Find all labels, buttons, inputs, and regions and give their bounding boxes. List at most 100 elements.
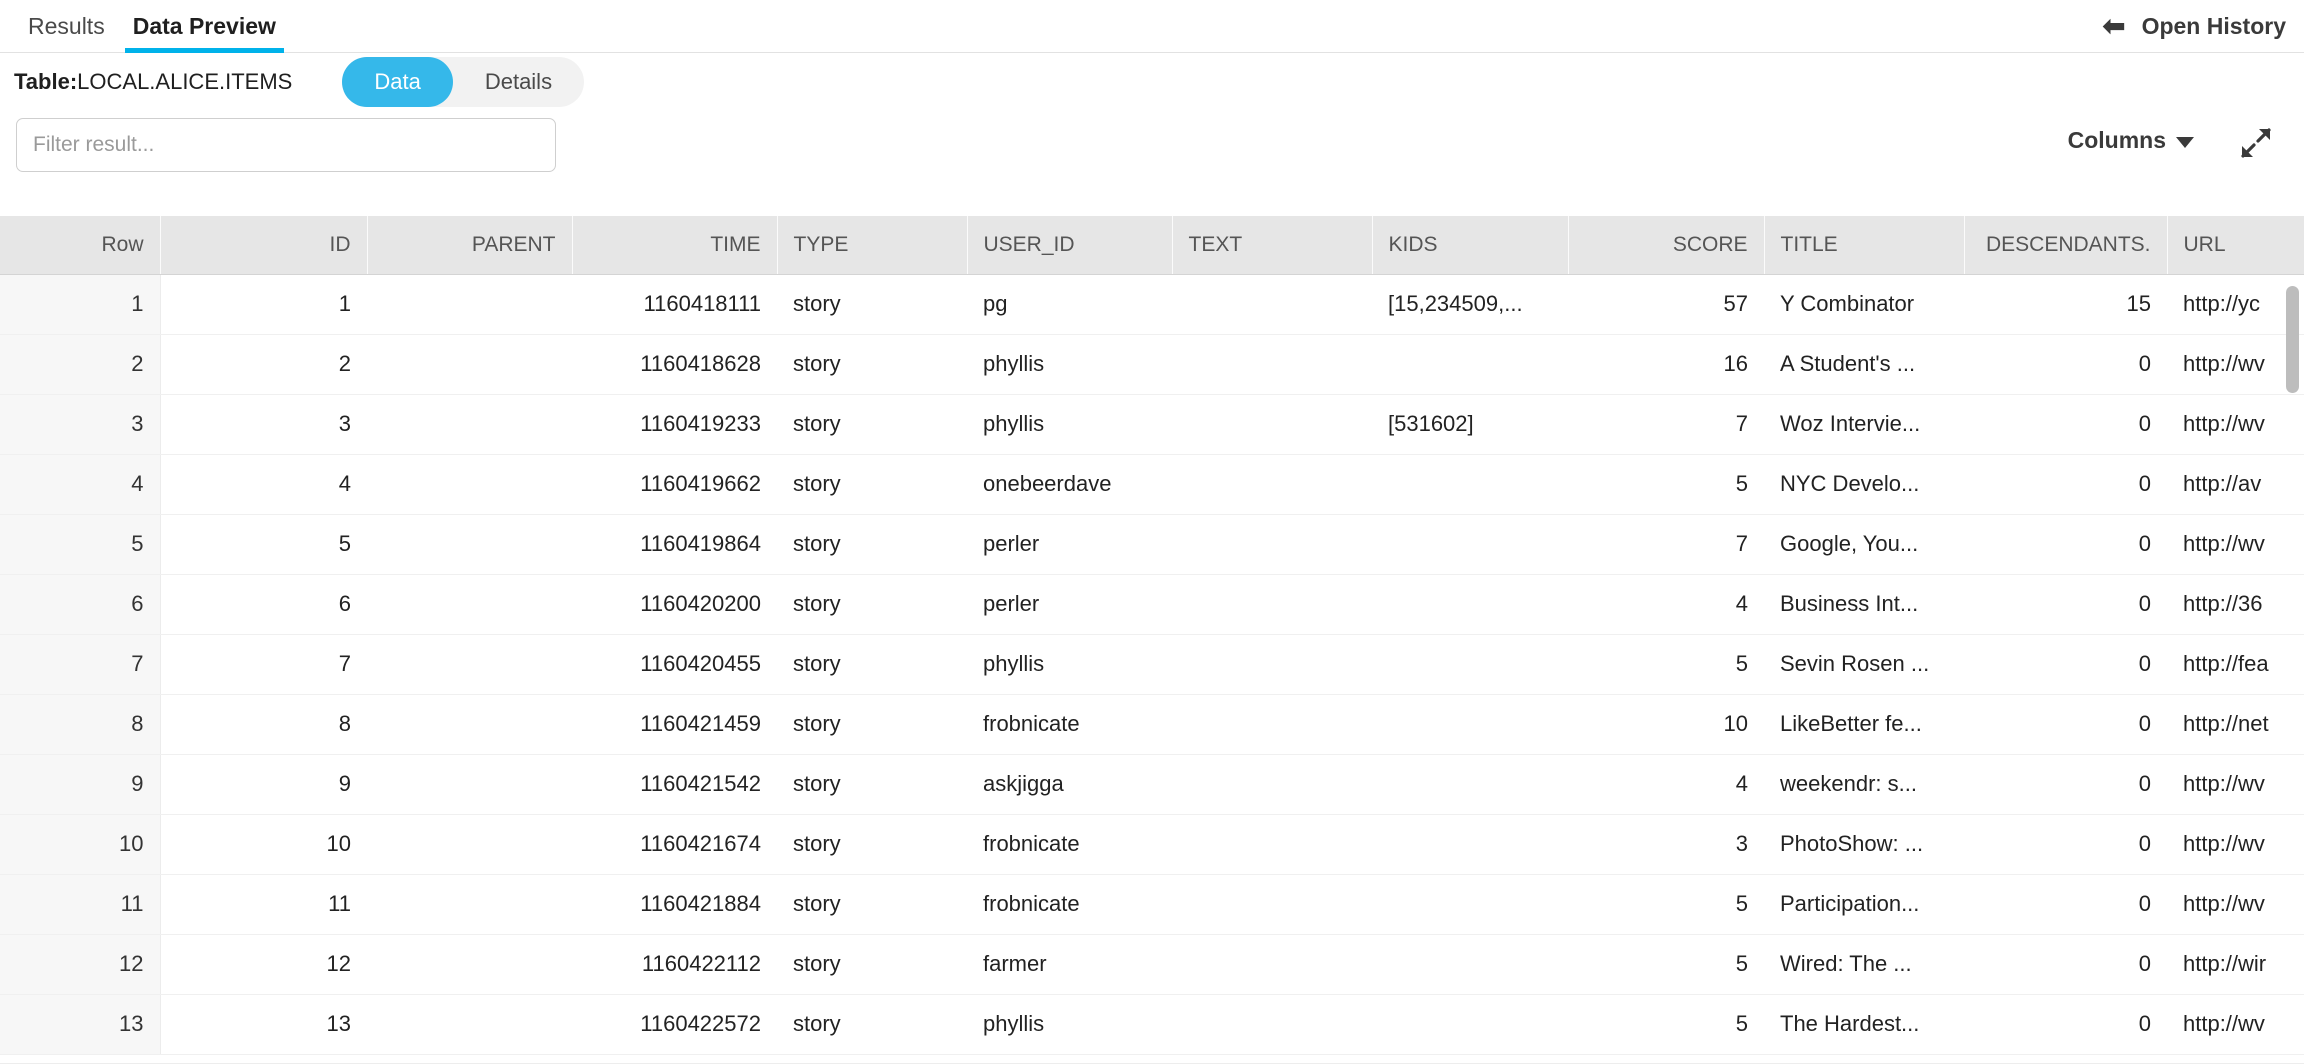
cell-title[interactable]: PhotoShow: ... <box>1764 814 1964 875</box>
cell-user_id[interactable]: farmer <box>967 934 1172 995</box>
cell-text[interactable] <box>1172 934 1372 995</box>
cell-text[interactable] <box>1172 394 1372 455</box>
cell-user_id[interactable]: perler <box>967 514 1172 575</box>
table-row[interactable]: 1 1 1160418111 story pg [15,234509,... 57 Y Com… <box>0 274 2304 335</box>
cell-user_id[interactable]: frobnicate <box>967 874 1172 935</box>
vertical-scrollbar-thumb[interactable] <box>2286 286 2299 393</box>
cell-id[interactable]: 6 <box>160 574 367 635</box>
cell-kids[interactable] <box>1372 574 1568 635</box>
view-toggle-details[interactable]: Details <box>453 57 584 107</box>
table-row[interactable]: 4 4 1160419662 story onebeerdave 5 NYC Develo.… <box>0 454 2304 515</box>
cell-parent[interactable] <box>367 274 572 335</box>
cell-time[interactable]: 1160419662 <box>572 454 777 515</box>
cell-parent[interactable] <box>367 994 572 1055</box>
cell-url[interactable]: http://wv <box>2167 394 2304 455</box>
cell-row[interactable]: 3 <box>0 394 161 455</box>
column-header-row[interactable]: Row <box>0 216 161 275</box>
cell-id[interactable]: 13 <box>160 994 367 1055</box>
cell-row[interactable]: 9 <box>0 754 161 815</box>
cell-row[interactable]: 7 <box>0 634 161 695</box>
table-row[interactable]: 3 3 1160419233 story phyllis [531602] 7 Woz Int… <box>0 394 2304 455</box>
cell-kids[interactable]: [531602] <box>1372 394 1568 455</box>
cell-parent[interactable] <box>367 394 572 455</box>
cell-type[interactable]: story <box>777 874 967 935</box>
tab-results[interactable]: Results <box>14 0 119 53</box>
cell-parent[interactable] <box>367 874 572 935</box>
cell-url[interactable]: http://wv <box>2167 754 2304 815</box>
cell-parent[interactable] <box>367 754 572 815</box>
cell-score[interactable]: 3 <box>1568 814 1764 875</box>
cell-kids[interactable] <box>1372 454 1568 515</box>
cell-type[interactable]: story <box>777 274 967 335</box>
cell-time[interactable]: 1160420455 <box>572 634 777 695</box>
cell-user_id[interactable]: perler <box>967 574 1172 635</box>
cell-text[interactable] <box>1172 754 1372 815</box>
cell-kids[interactable] <box>1372 754 1568 815</box>
cell-id[interactable]: 3 <box>160 394 367 455</box>
cell-time[interactable]: 1160419864 <box>572 514 777 575</box>
cell-parent[interactable] <box>367 814 572 875</box>
column-header-user_id[interactable]: USER_ID <box>967 216 1173 275</box>
cell-time[interactable]: 1160420200 <box>572 574 777 635</box>
cell-kids[interactable] <box>1372 634 1568 695</box>
cell-score[interactable]: 4 <box>1568 754 1764 815</box>
cell-title[interactable]: weekendr: s... <box>1764 754 1964 815</box>
cell-time[interactable]: 1160422112 <box>572 934 777 995</box>
cell-score[interactable]: 5 <box>1568 454 1764 515</box>
view-toggle-data[interactable]: Data <box>342 57 453 107</box>
cell-descendants[interactable]: 0 <box>1964 694 2167 755</box>
cell-id[interactable]: 9 <box>160 754 367 815</box>
column-header-kids[interactable]: KIDS <box>1372 216 1569 275</box>
cell-row[interactable]: 11 <box>0 874 161 935</box>
column-header-time[interactable]: TIME <box>572 216 778 275</box>
cell-title[interactable]: Participation... <box>1764 874 1964 935</box>
cell-user_id[interactable]: onebeerdave <box>967 454 1172 515</box>
table-row[interactable]: 6 6 1160420200 story perler 4 Business Int... 0… <box>0 574 2304 635</box>
column-header-descendants[interactable]: DESCENDANTS. <box>1964 216 2168 275</box>
cell-type[interactable]: story <box>777 574 967 635</box>
cell-title[interactable]: Wired: The ... <box>1764 934 1964 995</box>
cell-time[interactable]: 1160418628 <box>572 334 777 395</box>
cell-user_id[interactable]: frobnicate <box>967 694 1172 755</box>
cell-url[interactable]: http://fea <box>2167 634 2304 695</box>
cell-type[interactable]: story <box>777 394 967 455</box>
tab-data-preview[interactable]: Data Preview <box>119 0 290 53</box>
cell-url[interactable]: http://wv <box>2167 334 2304 395</box>
cell-title[interactable]: The Hardest... <box>1764 994 1964 1055</box>
cell-url[interactable]: http://av <box>2167 454 2304 515</box>
table-row[interactable]: 7 7 1160420455 story phyllis 5 Sevin Rosen ...… <box>0 634 2304 695</box>
cell-id[interactable]: 4 <box>160 454 367 515</box>
filter-input[interactable] <box>16 118 556 172</box>
cell-row[interactable]: 13 <box>0 994 161 1055</box>
cell-user_id[interactable]: frobnicate <box>967 814 1172 875</box>
cell-kids[interactable] <box>1372 334 1568 395</box>
cell-parent[interactable] <box>367 934 572 995</box>
cell-time[interactable]: 1160421674 <box>572 814 777 875</box>
cell-row[interactable]: 6 <box>0 574 161 635</box>
cell-title[interactable]: LikeBetter fe... <box>1764 694 1964 755</box>
cell-text[interactable] <box>1172 694 1372 755</box>
cell-score[interactable]: 5 <box>1568 634 1764 695</box>
cell-parent[interactable] <box>367 454 572 515</box>
cell-id[interactable]: 7 <box>160 634 367 695</box>
table-row[interactable]: 8 8 1160421459 story frobnicate 10 LikeBetter … <box>0 694 2304 755</box>
cell-text[interactable] <box>1172 454 1372 515</box>
cell-score[interactable]: 5 <box>1568 934 1764 995</box>
cell-kids[interactable] <box>1372 934 1568 995</box>
cell-descendants[interactable]: 0 <box>1964 874 2167 935</box>
cell-url[interactable]: http://wv <box>2167 514 2304 575</box>
column-header-text[interactable]: TEXT <box>1172 216 1373 275</box>
cell-user_id[interactable]: phyllis <box>967 394 1172 455</box>
cell-url[interactable]: http://net <box>2167 694 2304 755</box>
cell-text[interactable] <box>1172 814 1372 875</box>
cell-row[interactable]: 10 <box>0 814 161 875</box>
cell-url[interactable]: http://wv <box>2167 814 2304 875</box>
cell-type[interactable]: story <box>777 814 967 875</box>
cell-score[interactable]: 5 <box>1568 874 1764 935</box>
cell-descendants[interactable]: 0 <box>1964 454 2167 515</box>
cell-row[interactable]: 4 <box>0 454 161 515</box>
cell-kids[interactable] <box>1372 874 1568 935</box>
table-row[interactable]: 10 10 1160421674 story frobnicate 3 PhotoShow:… <box>0 814 2304 875</box>
cell-url[interactable]: http://36 <box>2167 574 2304 635</box>
cell-score[interactable]: 4 <box>1568 574 1764 635</box>
